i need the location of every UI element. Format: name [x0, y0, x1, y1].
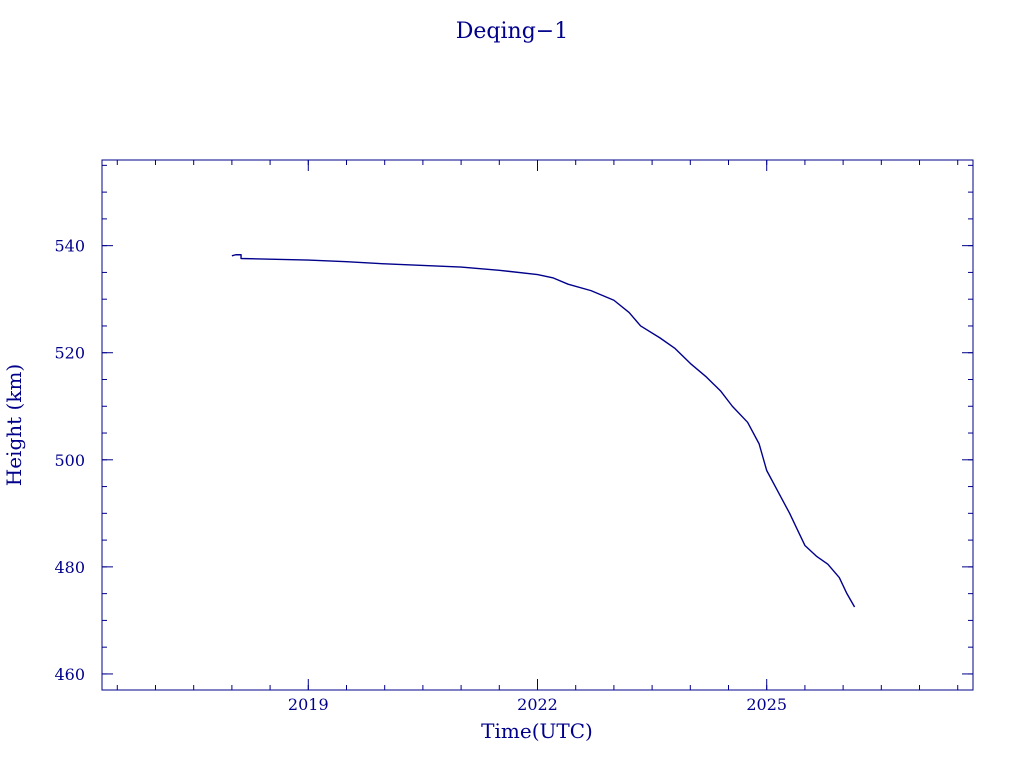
x-axis-label: Time(UTC)	[481, 719, 593, 743]
x-tick-labels: 2019 2022 2025	[288, 695, 787, 714]
height-series-line	[231, 254, 856, 608]
axes	[101, 159, 974, 691]
x-tick-label: 2022	[517, 695, 558, 714]
y-tick-label: 480	[54, 558, 85, 577]
x-tick-label: 2019	[288, 695, 329, 714]
y-tick-labels: 460 480 500 520 540	[54, 237, 85, 684]
y-tick-label: 540	[54, 237, 85, 256]
y-axis-label: Height (km)	[2, 364, 26, 486]
y-tick-label: 500	[54, 451, 85, 470]
y-tick-label: 520	[54, 344, 85, 363]
chart-title: Deqing−1	[456, 19, 568, 44]
x-tick-label: 2025	[746, 695, 787, 714]
y-tick-label: 460	[54, 665, 85, 684]
plot-frame	[101, 159, 974, 691]
